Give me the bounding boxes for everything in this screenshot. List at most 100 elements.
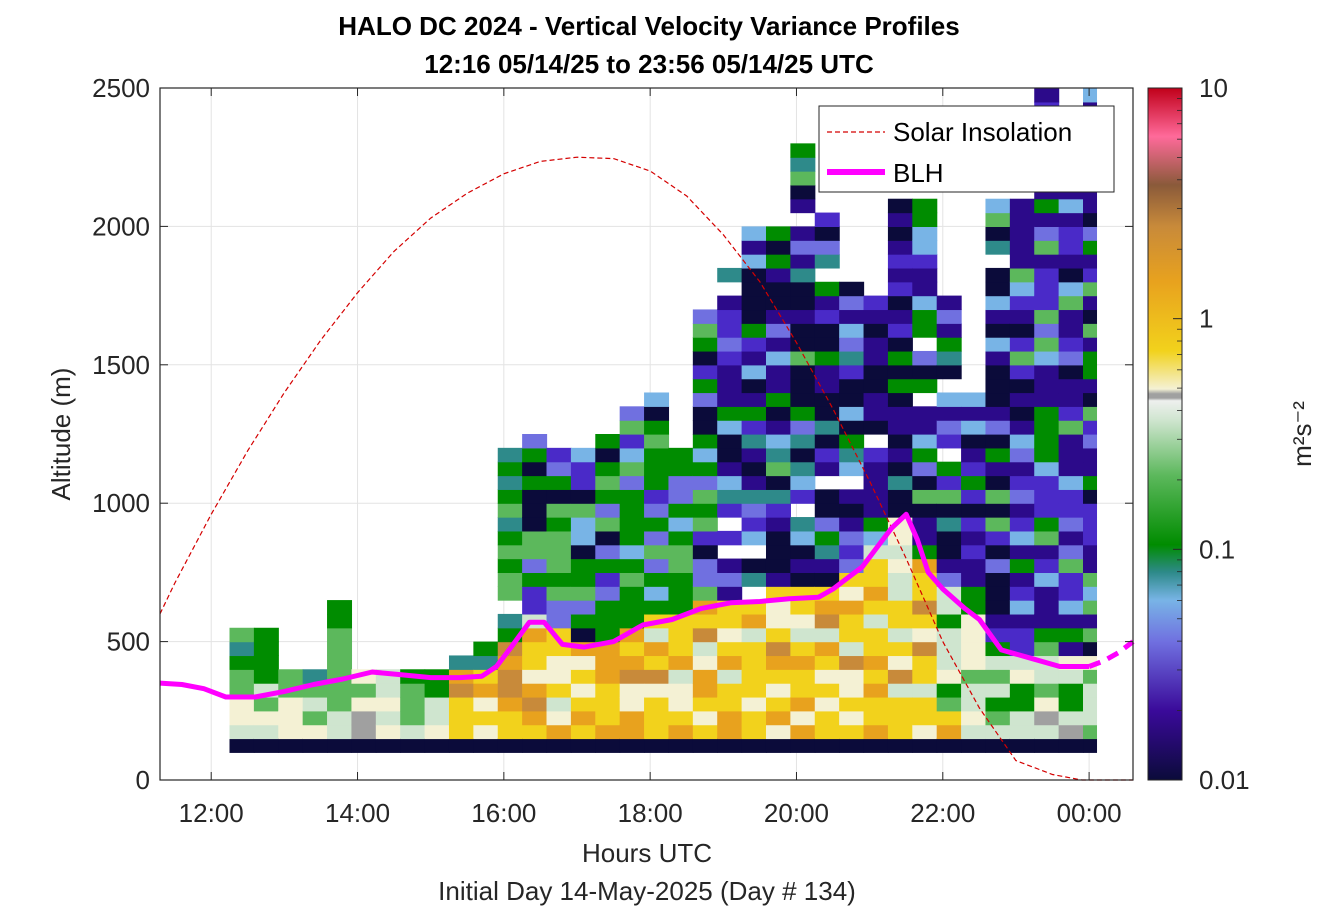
variance-cell [619,641,645,657]
variance-cell [717,710,743,726]
variance-cell [814,600,840,615]
variance-cell [1058,392,1084,407]
variance-cell [912,420,938,435]
variance-cell [1034,212,1060,227]
variance-cell [839,696,865,712]
variance-cell [887,530,913,546]
variance-cell [595,558,621,573]
variance-cell [863,738,889,753]
variance-cell [741,461,767,477]
variance-cell [936,364,962,380]
variance-cell [692,641,718,657]
variance-cell [229,710,255,726]
variance-cell [790,378,816,394]
variance-cell [863,600,889,615]
variance-cell [961,489,987,504]
variance-cell [1058,600,1084,615]
variance-cell [839,641,865,657]
variance-cell [790,461,816,477]
variance-cell [985,406,1011,421]
variance-cell [814,254,840,269]
variance-cell [595,669,621,684]
variance-cell [668,572,694,587]
variance-cell [863,724,889,740]
variance-cell [1083,198,1098,214]
variance-cell [327,655,353,670]
variance-cell [790,240,816,255]
variance-cell [1058,461,1084,477]
variance-cell [863,627,889,643]
variance-cell [595,503,621,518]
variance-cell [936,392,962,407]
variance-cell [1034,475,1060,490]
variance-cell [644,586,670,601]
variance-cell [814,724,840,740]
variance-cell [644,641,670,657]
variance-cell [741,669,767,684]
variance-cell [278,696,304,712]
variance-cell [790,323,816,338]
variance-cell [985,724,1011,740]
variance-cell [1058,530,1084,546]
variance-cell [1009,337,1035,352]
variance-cell [692,364,718,380]
variance-cell [644,517,670,532]
variance-cell [887,461,913,477]
legend-label-solar: Solar Insolation [893,117,1072,147]
variance-cell [936,517,962,532]
variance-cell [912,710,938,726]
variance-cell [765,489,791,504]
variance-cell [790,489,816,504]
variance-cell [985,295,1011,311]
variance-cell [1009,572,1035,587]
variance-cell [1058,323,1084,338]
variance-cell [985,669,1011,684]
variance-cell [1034,600,1060,615]
variance-cell [717,295,743,311]
variance-cell [692,517,718,532]
variance-cell [1083,364,1098,380]
variance-cell [1034,489,1060,504]
variance-cell [912,240,938,255]
variance-cell [692,683,718,698]
variance-cell [692,406,718,421]
variance-cell [912,295,938,311]
variance-cell [522,447,548,463]
variance-cell [570,544,596,560]
variance-cell [790,434,816,449]
variance-cell [522,641,548,657]
variance-cell [765,295,791,311]
variance-cell [985,420,1011,435]
variance-cell [936,337,962,352]
variance-cell [327,738,353,753]
variance-cell [863,420,889,435]
variance-cell [741,655,767,670]
variance-cell [644,461,670,477]
variance-cell [619,572,645,587]
variance-cell [1058,489,1084,504]
variance-cell [644,503,670,518]
variance-cell [1009,489,1035,504]
variance-cell [887,669,913,684]
variance-cell [717,489,743,504]
variance-cell [887,696,913,712]
variance-cell [619,724,645,740]
variance-cell [936,683,962,698]
variance-cell [1034,281,1060,297]
variance-cell [253,696,279,712]
legend: Solar Insolation BLH [818,105,1115,193]
variance-cell [741,641,767,657]
variance-cell [717,696,743,712]
variance-cell [692,447,718,463]
variance-cell [1058,198,1084,214]
variance-cell [692,544,718,560]
variance-cell [790,184,816,200]
variance-cell [887,738,913,753]
variance-cell [765,392,791,407]
variance-cell [1009,517,1035,532]
variance-cell [497,669,523,684]
variance-cell [302,696,328,712]
variance-cell [985,198,1011,214]
variance-cell [863,669,889,684]
variance-cell [717,572,743,587]
